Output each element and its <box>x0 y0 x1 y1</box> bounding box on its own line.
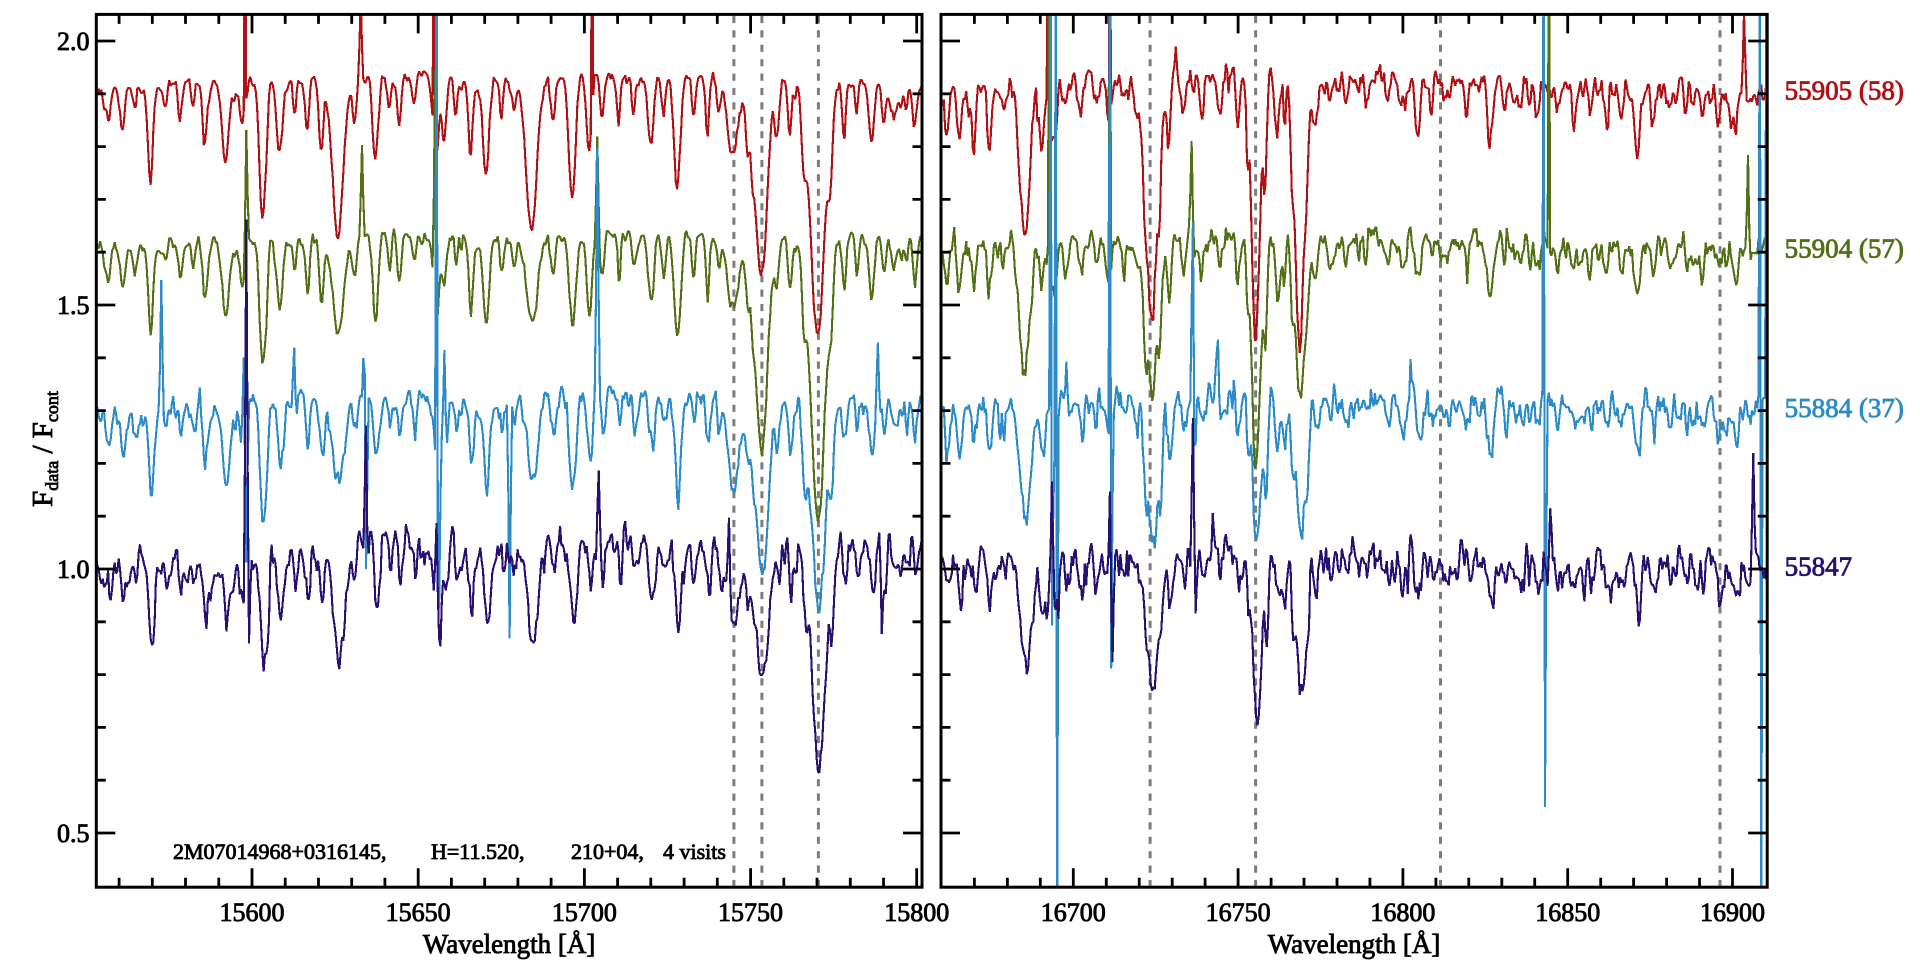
svg-text:2.0: 2.0 <box>57 27 90 56</box>
svg-text:H=11.520,: H=11.520, <box>431 839 524 864</box>
svg-text:16900: 16900 <box>1700 898 1765 927</box>
svg-text:1.0: 1.0 <box>57 555 90 584</box>
svg-text:1.5: 1.5 <box>57 291 90 320</box>
svg-text:15600: 15600 <box>220 898 285 927</box>
svg-text:55847: 55847 <box>1785 552 1853 582</box>
svg-text:16800: 16800 <box>1370 898 1435 927</box>
svg-text:2M07014968+0316145,: 2M07014968+0316145, <box>173 839 386 864</box>
svg-text:210+04,: 210+04, <box>571 839 644 864</box>
svg-text:Wavelength [Å]: Wavelength [Å] <box>1268 929 1441 959</box>
svg-text:16750: 16750 <box>1206 898 1271 927</box>
svg-text:16700: 16700 <box>1041 898 1106 927</box>
svg-text:15650: 15650 <box>386 898 451 927</box>
svg-text:16850: 16850 <box>1535 898 1600 927</box>
svg-text:15700: 15700 <box>552 898 617 927</box>
svg-text:Wavelength [Å]: Wavelength [Å] <box>423 929 596 959</box>
svg-text:55884 (37): 55884 (37) <box>1785 393 1904 423</box>
svg-text:0.5: 0.5 <box>57 819 90 848</box>
svg-text:55904 (57): 55904 (57) <box>1785 234 1904 264</box>
svg-text:55905 (58): 55905 (58) <box>1785 76 1904 106</box>
svg-text:Fdata / Fcont: Fdata / Fcont <box>27 391 62 507</box>
svg-text:15800: 15800 <box>884 898 949 927</box>
svg-text:15750: 15750 <box>718 898 783 927</box>
svg-text:4 visits: 4 visits <box>663 839 726 864</box>
